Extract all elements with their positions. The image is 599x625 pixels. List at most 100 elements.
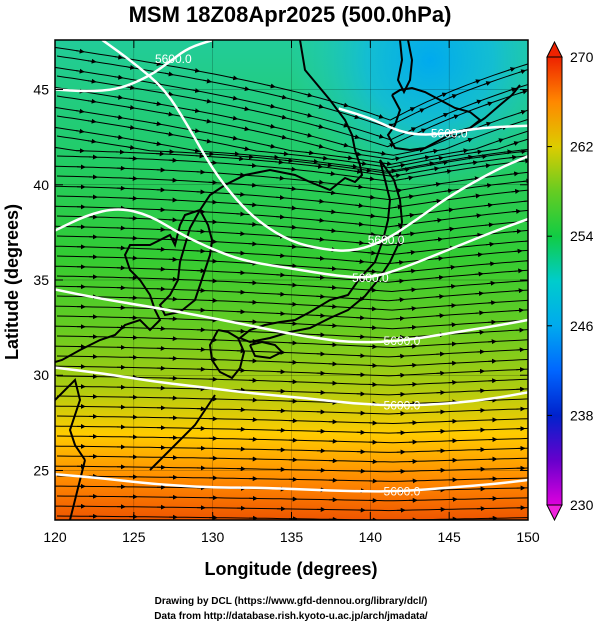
streamline [56,175,528,201]
wind-arrow [248,163,258,169]
wind-arrow [203,118,212,124]
wind-arrow [441,112,449,118]
streamline [56,455,528,463]
wind-arrow [445,226,455,232]
wind-arrow [195,153,205,159]
wind-arrow [406,231,416,237]
wind-arrow [451,114,460,120]
streamline [55,425,528,434]
wind-arrow [327,190,337,196]
wind-arrow [446,264,456,270]
streamline [56,495,528,502]
wind-arrow [126,124,136,130]
wind-arrow [288,263,298,269]
wind-arrow [203,98,212,104]
streamline [56,215,528,237]
wind-arrow [305,150,315,156]
contour-line [55,40,214,93]
wind-arrow [396,372,406,378]
streamline [56,135,528,174]
wind-arrow [328,285,338,291]
streamline [56,315,528,330]
wind-arrow [315,217,325,223]
wind-arrow [521,158,528,164]
wind-arrow [288,205,297,211]
wind-arrow [376,133,385,139]
wind-arrow [208,179,218,185]
wind-arrow [430,148,439,154]
wind-arrow [535,115,542,117]
wind-arrow [524,220,528,222]
streamline [55,305,528,320]
wind-arrow [475,329,485,335]
wind-arrow [407,306,417,312]
wind-arrow [449,134,458,140]
colorbar-max-triangle [546,40,563,58]
wind-arrow [405,175,414,181]
wind-arrow [235,156,245,162]
wind-arrow [153,61,162,67]
contour-label: 5600.0 [384,399,421,413]
wind-arrow [245,154,255,160]
wind-arrow [196,169,206,175]
wind-arrow [406,212,415,218]
wind-arrow [267,143,276,149]
wind-arrow [355,221,365,227]
wind-arrow [519,89,528,95]
colorbar-scale [546,56,563,506]
wind-arrow [191,67,201,73]
wind-arrow [511,141,520,146]
wind-arrow [276,253,286,259]
wind-arrow [153,141,162,147]
wind-arrow [485,222,494,228]
wind-arrow [236,250,246,256]
wind-arrow [471,176,480,182]
wind-arrow [508,155,518,161]
wind-arrow [276,175,285,181]
wind-arrow [475,310,485,316]
wind-arrow [487,319,497,325]
wind-arrow [417,108,425,113]
y-axis-label: Latitude (degrees) [2,204,22,360]
wind-arrow [388,168,397,174]
wind-arrow [349,163,358,169]
wind-arrow [314,163,324,169]
x-axis-label: Longitude (degrees) [204,559,377,579]
x-tick-label: 125 [122,529,146,545]
wind-arrow [508,87,517,93]
wind-arrow [288,244,298,250]
wind-arrow [367,268,377,274]
streamline [55,285,528,302]
wind-arrow [522,178,528,184]
wind-arrow [316,255,325,261]
streamline [56,335,528,349]
wind-arrow [510,171,520,177]
wind-arrow [401,167,411,173]
wind-arrow [485,101,493,107]
wind-arrow [459,148,469,154]
wind-arrow [432,181,442,187]
wind-arrow [353,168,363,174]
wind-arrow [495,138,504,144]
wind-arrow [126,144,136,150]
wind-arrow [482,163,491,169]
wind-arrow [440,160,449,166]
wind-arrow [433,217,443,223]
chart-title: MSM 18Z08Apr2025 (500.0hPa) [129,2,452,27]
wind-arrow [315,124,324,129]
wind-arrow [485,241,495,247]
wind-streamlines [55,40,542,520]
wind-arrow [241,106,250,112]
streamline [56,155,528,182]
wind-arrow [229,135,239,141]
coastline-ryukyu [149,394,216,471]
streamline [55,205,528,228]
wind-arrow [205,151,215,157]
wind-arrow [439,92,448,98]
wind-arrow [284,158,294,164]
plot-area: 5600.0 5600.0 5600.0 5600.0 5600.0 5600.0 5600… [55,40,542,520]
wind-arrow [395,278,405,284]
wind-arrow [114,134,124,140]
wind-arrow [87,138,97,144]
wind-arrow [395,297,405,303]
